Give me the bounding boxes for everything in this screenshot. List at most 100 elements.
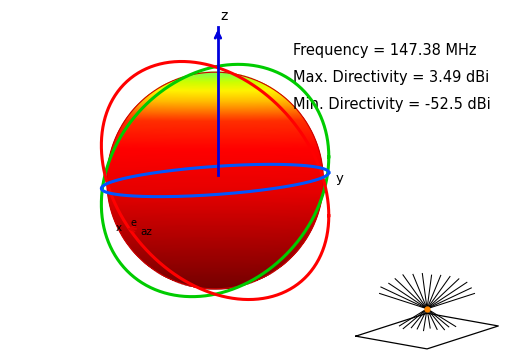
Ellipse shape	[138, 255, 292, 257]
Ellipse shape	[137, 105, 293, 107]
Ellipse shape	[160, 272, 270, 275]
Ellipse shape	[117, 226, 313, 228]
Ellipse shape	[156, 88, 274, 91]
Ellipse shape	[141, 100, 289, 103]
Ellipse shape	[107, 168, 323, 170]
Ellipse shape	[109, 158, 321, 161]
Ellipse shape	[107, 190, 323, 192]
Ellipse shape	[123, 123, 308, 126]
Ellipse shape	[114, 217, 316, 219]
Ellipse shape	[107, 185, 323, 188]
Ellipse shape	[110, 155, 321, 157]
Ellipse shape	[141, 258, 289, 261]
Ellipse shape	[124, 121, 307, 123]
Ellipse shape	[107, 186, 323, 189]
Ellipse shape	[121, 125, 309, 128]
Ellipse shape	[107, 191, 323, 193]
Ellipse shape	[184, 75, 245, 78]
Ellipse shape	[119, 130, 311, 132]
Ellipse shape	[111, 149, 319, 152]
Ellipse shape	[107, 170, 323, 173]
Ellipse shape	[132, 110, 299, 113]
Ellipse shape	[115, 220, 315, 222]
Ellipse shape	[153, 91, 277, 93]
Ellipse shape	[107, 172, 323, 175]
Ellipse shape	[189, 74, 242, 77]
Ellipse shape	[107, 175, 323, 178]
Ellipse shape	[107, 181, 323, 183]
Ellipse shape	[118, 132, 312, 134]
Ellipse shape	[107, 182, 323, 184]
Ellipse shape	[131, 111, 299, 114]
Ellipse shape	[109, 202, 321, 204]
Ellipse shape	[138, 104, 292, 106]
Ellipse shape	[178, 281, 252, 283]
Ellipse shape	[122, 124, 309, 127]
Ellipse shape	[124, 238, 307, 240]
Ellipse shape	[181, 282, 249, 284]
Ellipse shape	[117, 133, 313, 135]
Ellipse shape	[128, 114, 302, 117]
Text: z: z	[221, 9, 228, 23]
Ellipse shape	[116, 135, 314, 138]
Ellipse shape	[107, 179, 323, 181]
Ellipse shape	[120, 231, 310, 234]
Ellipse shape	[113, 216, 317, 218]
Ellipse shape	[107, 180, 323, 182]
Ellipse shape	[121, 126, 310, 129]
Ellipse shape	[120, 127, 310, 130]
Ellipse shape	[125, 239, 305, 241]
Ellipse shape	[112, 147, 319, 149]
Ellipse shape	[166, 276, 265, 278]
Ellipse shape	[108, 164, 322, 166]
Text: Max. Directivity = 3.49 dBi: Max. Directivity = 3.49 dBi	[293, 70, 489, 86]
Ellipse shape	[131, 247, 299, 250]
Ellipse shape	[151, 92, 279, 94]
Ellipse shape	[200, 287, 231, 289]
Ellipse shape	[107, 184, 323, 187]
Ellipse shape	[107, 169, 323, 171]
Ellipse shape	[175, 79, 255, 81]
Ellipse shape	[163, 275, 267, 277]
Ellipse shape	[121, 232, 310, 235]
Ellipse shape	[200, 72, 231, 74]
Ellipse shape	[116, 222, 314, 225]
Ellipse shape	[108, 199, 322, 202]
Ellipse shape	[135, 252, 296, 254]
Ellipse shape	[140, 257, 290, 260]
Ellipse shape	[148, 265, 281, 267]
Ellipse shape	[107, 188, 323, 191]
Ellipse shape	[142, 259, 288, 262]
Ellipse shape	[111, 152, 320, 154]
Ellipse shape	[107, 174, 323, 177]
Ellipse shape	[163, 84, 267, 86]
Ellipse shape	[118, 131, 312, 133]
Ellipse shape	[117, 134, 313, 136]
Ellipse shape	[113, 144, 318, 146]
Ellipse shape	[148, 94, 281, 96]
Ellipse shape	[150, 266, 280, 268]
Ellipse shape	[139, 256, 291, 258]
Ellipse shape	[108, 194, 322, 196]
Ellipse shape	[119, 229, 311, 231]
Ellipse shape	[145, 261, 286, 264]
Ellipse shape	[115, 221, 315, 223]
Ellipse shape	[193, 73, 237, 75]
Text: y: y	[335, 172, 343, 185]
Ellipse shape	[143, 98, 287, 101]
Ellipse shape	[129, 113, 301, 116]
Ellipse shape	[109, 200, 321, 203]
Ellipse shape	[111, 210, 319, 213]
Ellipse shape	[127, 116, 303, 118]
Ellipse shape	[108, 161, 322, 164]
Ellipse shape	[155, 269, 276, 271]
Ellipse shape	[139, 103, 291, 105]
Ellipse shape	[111, 207, 320, 209]
Ellipse shape	[107, 171, 323, 174]
Ellipse shape	[110, 205, 320, 207]
Ellipse shape	[123, 235, 308, 238]
Ellipse shape	[114, 140, 316, 142]
Text: Frequency = 147.38 MHz: Frequency = 147.38 MHz	[293, 43, 476, 58]
Ellipse shape	[112, 145, 318, 147]
Ellipse shape	[160, 86, 270, 89]
